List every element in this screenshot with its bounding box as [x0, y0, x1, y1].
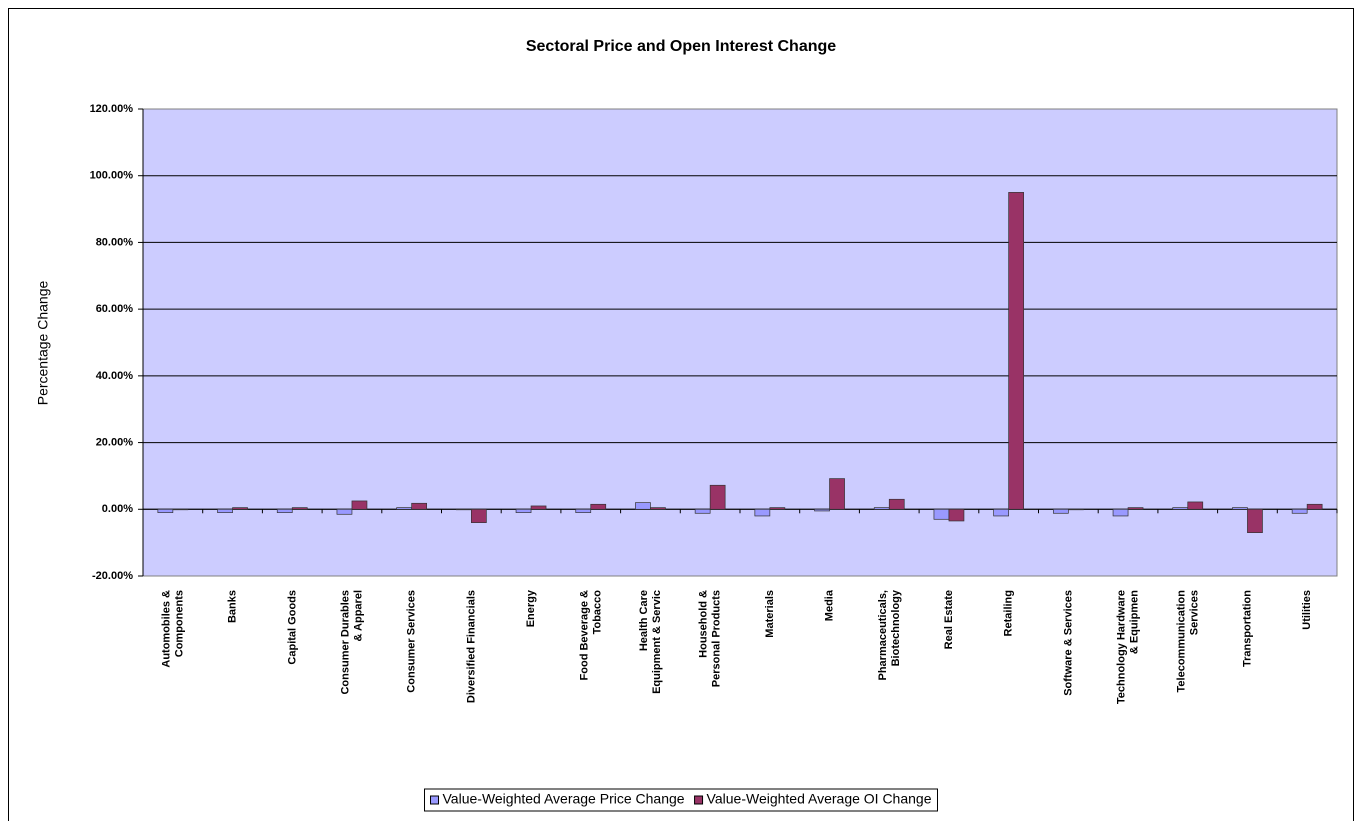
chart-title: Sectoral Price and Open Interest Change: [526, 38, 836, 55]
legend-swatch: [694, 795, 704, 805]
legend: Value-Weighted Average Price Change Value…: [424, 788, 938, 812]
x-tick-label: Capital Goods: [286, 590, 298, 665]
plot-area: [142, 108, 1338, 577]
x-tick-label: Transportation: [1241, 590, 1253, 667]
bar: [590, 503, 607, 510]
x-tick-label: Health CareEquipment & Servic: [638, 590, 663, 694]
y-tick-label: 0.00%: [102, 503, 133, 515]
bar: [1172, 507, 1189, 510]
y-tick-label: 40.00%: [96, 370, 134, 382]
bar: [635, 502, 651, 510]
bar: [1008, 192, 1025, 510]
bar: [411, 502, 427, 510]
bar: [1127, 507, 1144, 510]
bar: [351, 500, 368, 510]
x-tick-label: Energy: [525, 589, 537, 627]
bar: [515, 508, 532, 513]
y-tick-label: 20.00%: [96, 436, 134, 448]
y-tick-label: 120.00%: [90, 103, 134, 115]
bar: [336, 508, 353, 515]
bar: [471, 508, 487, 523]
x-tick-label: Food Beverage &Tobacco: [578, 590, 603, 681]
legend-label: Value-Weighted Average Price Change: [443, 791, 685, 807]
bar: [276, 508, 293, 513]
bar: [530, 505, 547, 510]
bar: [694, 508, 711, 514]
bar: [1232, 507, 1248, 510]
bar: [1052, 508, 1069, 514]
x-tick-label: Software & Services: [1062, 590, 1074, 696]
bar: [814, 508, 830, 512]
y-axis-title: Percentage Change: [35, 281, 51, 406]
bar: [873, 507, 890, 510]
bar: [709, 484, 726, 510]
bar: [217, 508, 233, 513]
x-tick-label: Technology Hardware& Equipmen: [1115, 590, 1140, 704]
bar: [993, 508, 1010, 517]
bar: [456, 508, 472, 511]
y-tick-label: 80.00%: [96, 236, 134, 248]
x-tick-label: Utilities: [1301, 590, 1313, 630]
bar: [396, 507, 412, 510]
x-tick-label: Automobiles &Components: [160, 590, 185, 668]
bar: [232, 507, 248, 510]
bar: [1291, 508, 1308, 514]
x-tick-label: Materials: [764, 590, 776, 638]
x-tick-label: Consumer Durables& Apparel: [339, 590, 364, 695]
bar: [829, 478, 845, 510]
bar: [1067, 508, 1084, 511]
bar: [1247, 508, 1263, 533]
bar: [1187, 501, 1204, 510]
bar: [933, 508, 950, 520]
bar: [157, 508, 174, 513]
x-tick-label: Retailing: [1003, 590, 1015, 636]
bar: [575, 508, 592, 513]
legend-box: [424, 788, 938, 812]
bar: [948, 508, 965, 522]
x-tick-label: Diversified Financials: [465, 590, 477, 703]
x-tick-label: Media: [823, 589, 835, 621]
x-tick-label: Real Estate: [943, 590, 955, 649]
y-tick-label: 60.00%: [96, 303, 134, 315]
x-tick-label: Household &Personal Products: [698, 590, 723, 687]
x-tick-label: Banks: [226, 590, 238, 623]
bar: [888, 498, 905, 510]
x-tick-label: Pharmaceuticals,Biotechnology: [877, 589, 902, 680]
x-tick-label: TelecommunicationServices: [1175, 590, 1200, 693]
bar: [291, 507, 308, 510]
y-tick-label: 100.00%: [90, 170, 134, 182]
bar: [650, 507, 666, 510]
legend-label: Value-Weighted Average OI Change: [707, 791, 932, 807]
y-tick-label: -20.00%: [92, 570, 133, 582]
bar: [172, 508, 189, 511]
x-tick-label: Consumer Services: [406, 590, 418, 693]
legend-swatch: [430, 795, 440, 805]
bar: [1112, 508, 1129, 517]
bar: [1306, 503, 1323, 510]
bar: [754, 508, 771, 517]
bar: [769, 507, 786, 510]
